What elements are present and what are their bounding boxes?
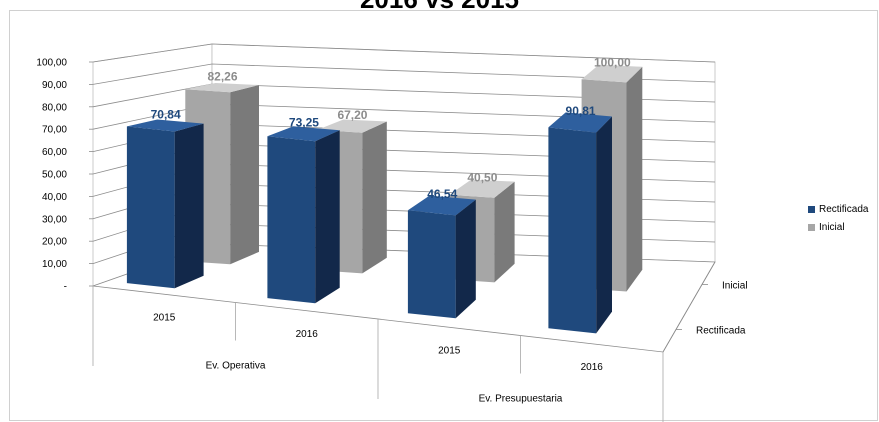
bar-side-face xyxy=(626,66,643,292)
depth-tick-label: Rectificada xyxy=(696,326,746,337)
y-tick-label: - xyxy=(64,282,67,293)
bar-side-face xyxy=(494,181,515,283)
data-label: 46,54 xyxy=(427,187,457,201)
bar-rectificada-2[interactable] xyxy=(407,195,476,319)
bar-side-face xyxy=(455,199,476,319)
y-tick-label: 30,00 xyxy=(42,214,67,225)
legend-item-inicial[interactable]: Inicial xyxy=(808,218,868,236)
bar-top-face xyxy=(548,112,612,133)
bar-top-face xyxy=(407,195,476,216)
gridline xyxy=(92,63,716,85)
bar-side-face xyxy=(174,123,204,289)
bar-front-face xyxy=(407,210,456,319)
gridline xyxy=(92,43,716,63)
data-label: 70,84 xyxy=(151,107,181,121)
bar-front-face xyxy=(548,127,597,334)
data-label: 82,26 xyxy=(208,69,238,83)
legend-swatch-rectificada xyxy=(808,205,815,213)
y-tick-label: 50,00 xyxy=(42,170,67,181)
x-tick-label: 2015 xyxy=(153,312,176,323)
bar-top-face xyxy=(449,179,515,198)
data-label: 67,20 xyxy=(337,108,367,122)
bar-side-face xyxy=(596,116,612,334)
bar-rectificada-3[interactable] xyxy=(548,112,612,334)
y-tick-label: 80,00 xyxy=(42,102,67,113)
bar-side-face xyxy=(230,85,259,265)
y-tick-label: 20,00 xyxy=(42,237,67,248)
x-tick-label: 2015 xyxy=(438,345,461,356)
bar-top-face xyxy=(317,119,387,133)
bar-rectificada-0[interactable] xyxy=(126,119,204,289)
bar-side-face xyxy=(315,130,340,304)
legend-label-inicial: Inicial xyxy=(819,221,845,233)
x-tick-label: 2016 xyxy=(296,329,319,340)
depth-axis-line xyxy=(662,261,716,353)
bar-front-face xyxy=(267,136,316,304)
y-tick-label: 60,00 xyxy=(42,147,67,158)
x-group-label: Ev. Operativa xyxy=(206,361,266,372)
y-tick-label: 10,00 xyxy=(42,259,67,270)
bar-top-face xyxy=(581,64,643,83)
legend-swatch-inicial xyxy=(808,223,815,231)
chart-title: 2016 vs 2015 xyxy=(0,0,879,12)
x-group-label: Ev. Presupuestaria xyxy=(479,394,563,405)
legend-label-rectificada: Rectificada xyxy=(819,203,869,215)
legend-item-rectificada[interactable]: Rectificada xyxy=(808,200,868,218)
chart-legend: Rectificada Inicial xyxy=(808,200,868,236)
depth-tick-label: Inicial xyxy=(722,281,748,292)
y-tick-label: 40,00 xyxy=(42,192,67,203)
y-tick-label: 100,00 xyxy=(36,58,67,69)
y-tick-label: 90,00 xyxy=(42,80,67,91)
bar-top-face xyxy=(267,126,340,142)
data-label: 40,50 xyxy=(467,170,497,184)
bar-top-face xyxy=(185,83,259,93)
y-tick-label: 70,00 xyxy=(42,125,67,136)
bar-front-face xyxy=(126,126,175,289)
bar-top-face xyxy=(126,119,204,132)
bar-rectificada-1[interactable] xyxy=(267,126,340,304)
data-label: 90,81 xyxy=(566,104,596,118)
bar-side-face xyxy=(362,121,387,274)
x-tick-label: 2016 xyxy=(581,362,604,373)
data-label: 73,25 xyxy=(289,116,319,130)
data-label: 100,00 xyxy=(594,55,631,69)
